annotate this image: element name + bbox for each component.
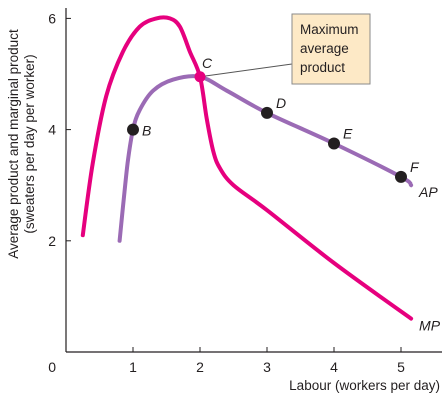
- points: [127, 71, 407, 183]
- x-tick-label: 5: [397, 359, 405, 375]
- point-d: [261, 106, 273, 119]
- x-tick-label: 1: [129, 359, 137, 375]
- point-f: [395, 170, 407, 183]
- callout-text-line: Maximum: [300, 22, 359, 37]
- curve-mp: [80, 15, 414, 321]
- x-axis-title: Labour (workers per day): [289, 378, 440, 393]
- curve-label-ap: AP: [418, 184, 438, 200]
- point-label-c: C: [202, 55, 213, 71]
- point-b: [127, 123, 139, 136]
- y-axis-title-line2: (sweaters per day per worker): [22, 54, 37, 233]
- point-e: [328, 137, 340, 150]
- x-tick-label: 4: [330, 359, 338, 375]
- origin-label: 0: [48, 359, 56, 375]
- labels: MP AP B C D E F: [142, 55, 441, 334]
- callout: Maximum average product: [199, 13, 371, 85]
- callout-box: [291, 13, 371, 85]
- callout-text-line: product: [300, 60, 345, 75]
- y-tick-label: 6: [48, 10, 56, 26]
- axes: [65, 8, 442, 353]
- curve-label-mp: MP: [419, 318, 441, 334]
- point-label-b: B: [142, 123, 151, 139]
- ticks: 1 2 3 4 5 2 4 6 0 Labour (workers per day) Average…: [6, 10, 440, 393]
- curve-ap: [117, 74, 414, 243]
- y-tick-label: 4: [48, 122, 56, 138]
- point-c: [194, 71, 206, 83]
- point-label-e: E: [343, 126, 353, 142]
- x-tick-label: 2: [196, 359, 204, 375]
- point-label-d: D: [276, 95, 286, 111]
- y-axis-title-line1: Average product and marginal product: [6, 29, 21, 259]
- y-tick-label: 2: [48, 233, 56, 249]
- callout-leader-line: [199, 63, 293, 78]
- point-label-f: F: [410, 159, 420, 175]
- x-tick-label: 3: [263, 359, 271, 375]
- callout-text-line: average: [300, 41, 349, 56]
